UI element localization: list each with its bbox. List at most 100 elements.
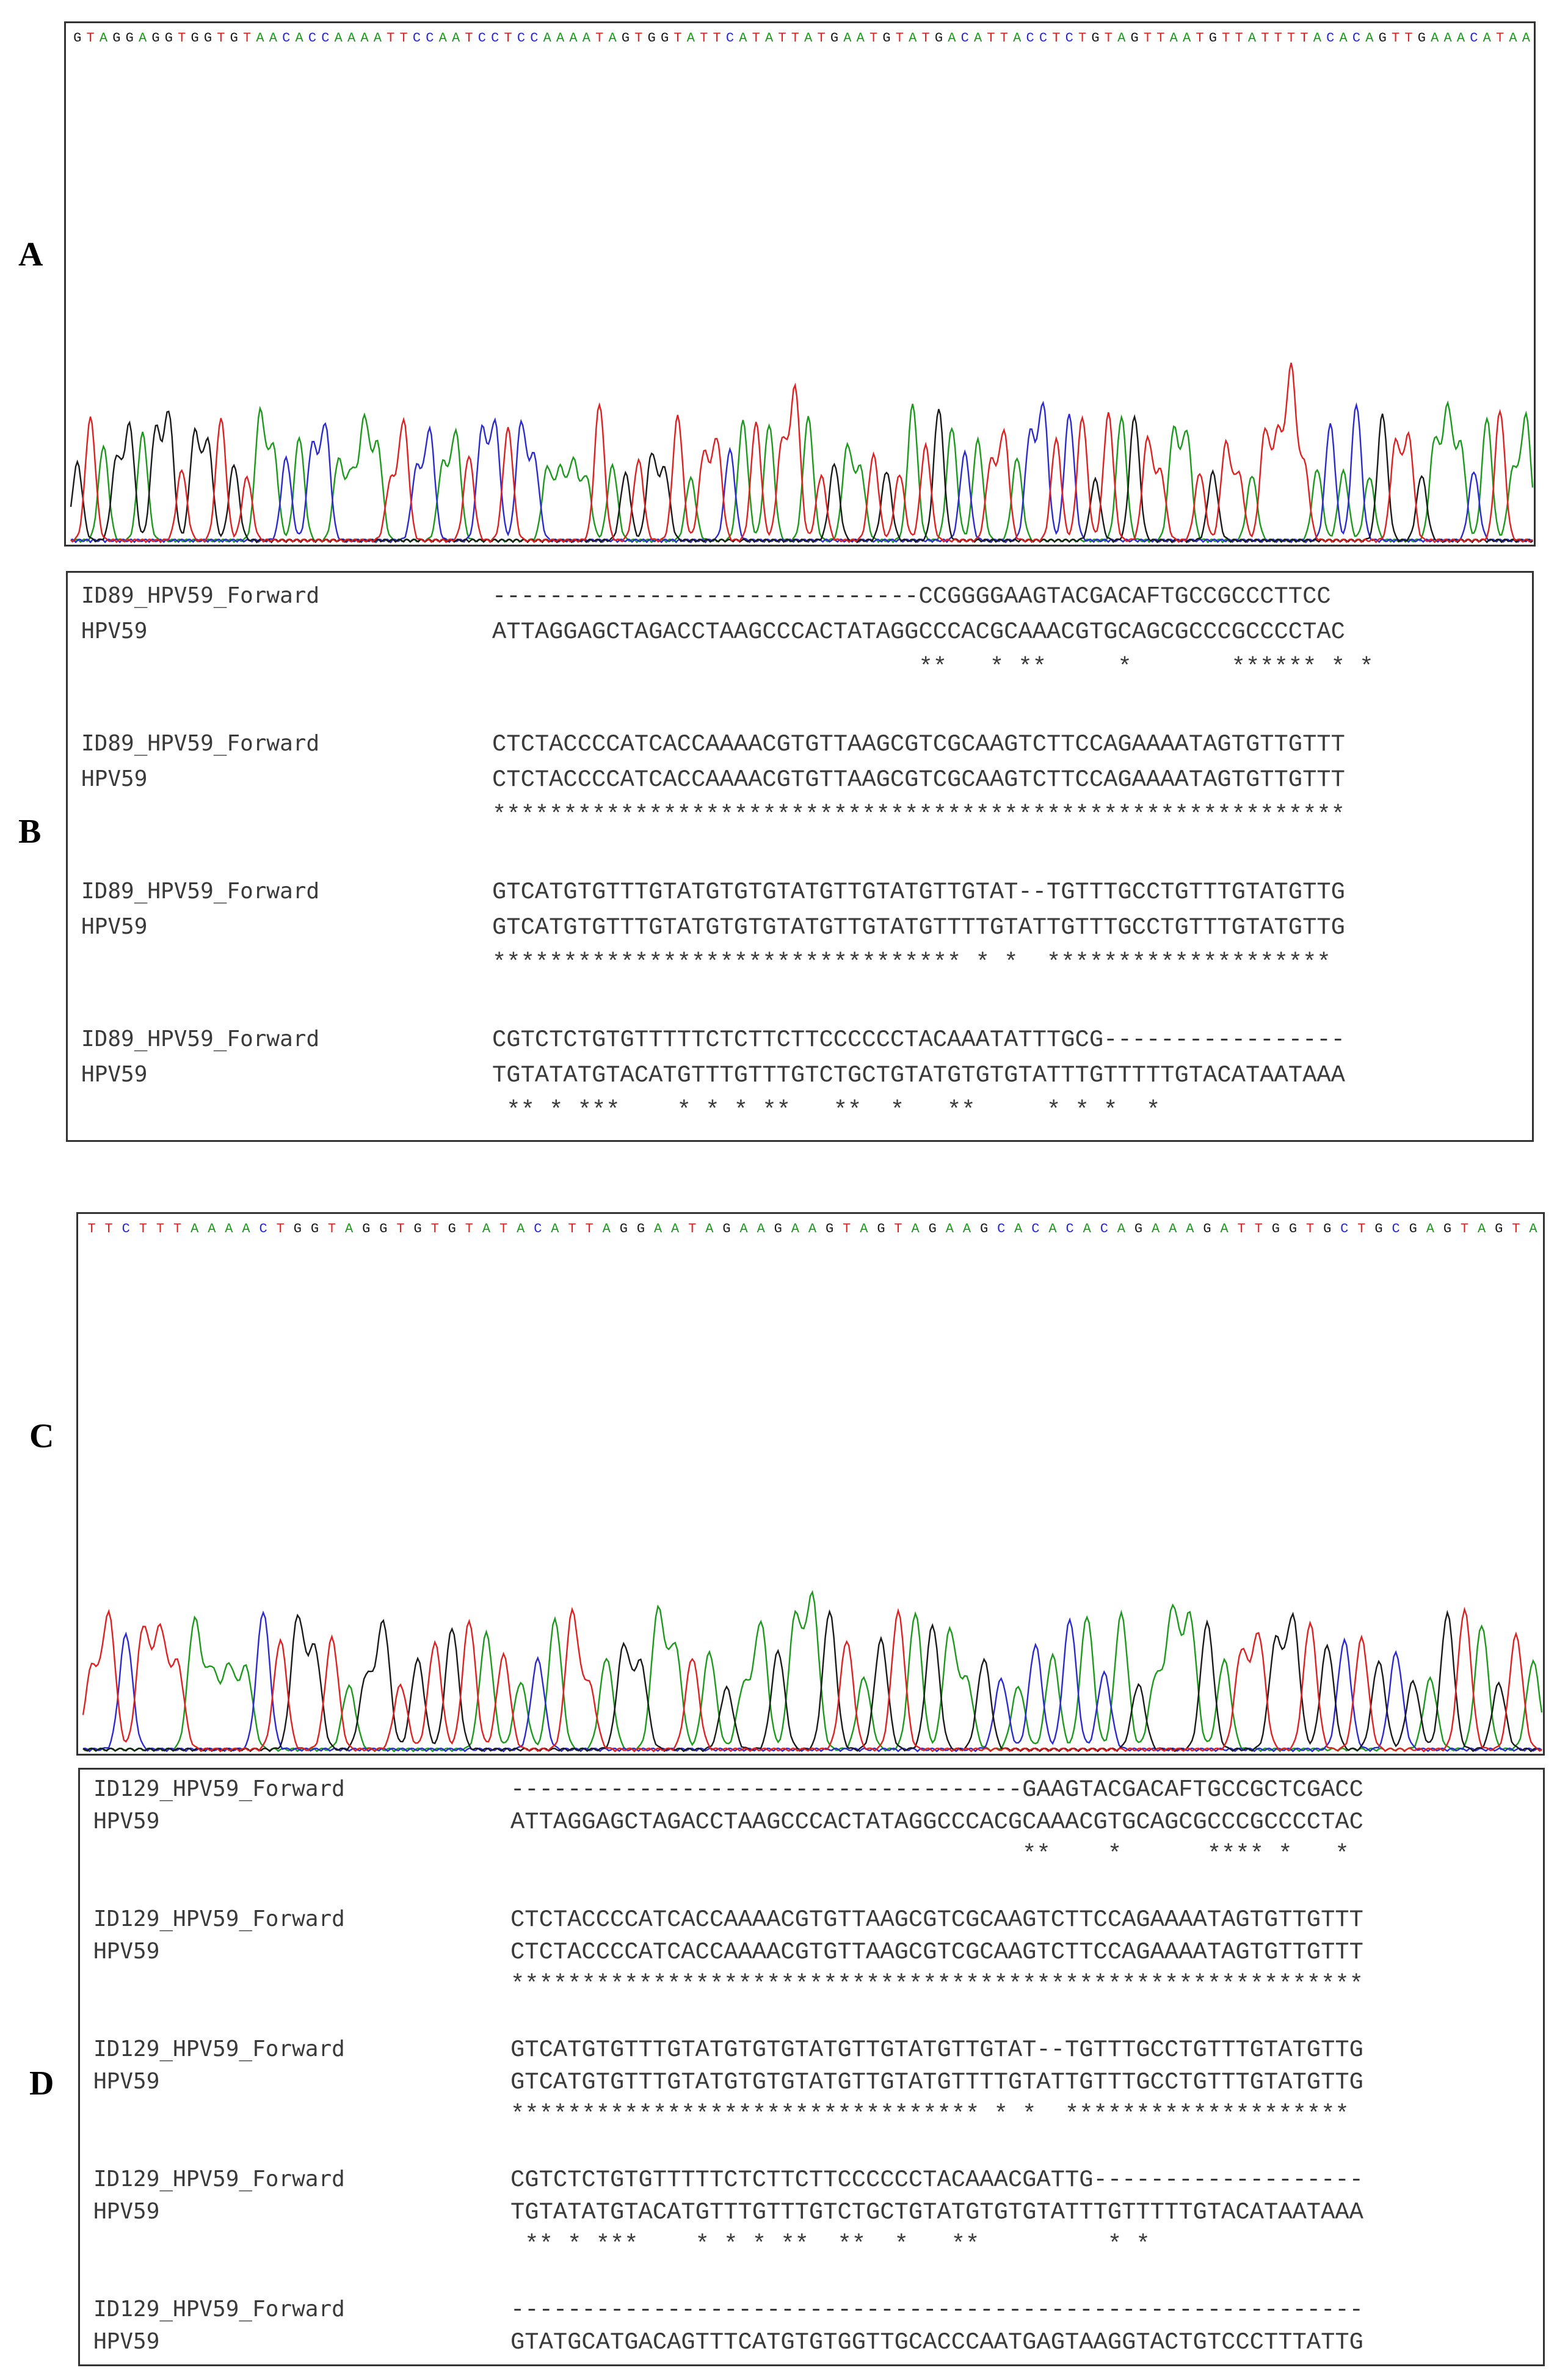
query-sequence: CGTCTCTGTGTTTTTCTCTTCTTCCCCCCTACAAACGATT…: [510, 2167, 1363, 2193]
base-call-letter: C: [997, 1221, 1005, 1237]
base-call-letter: T: [1105, 31, 1112, 46]
reference-sequence: GTCATGTGTTTGTATGTGTGTATGTTGTATGTTTTGTATT…: [510, 2069, 1363, 2096]
base-call-letter: G: [1495, 1221, 1503, 1237]
base-call-letter: G: [1323, 1221, 1331, 1237]
base-call-letter: A: [439, 31, 448, 46]
base-call-letter: T: [87, 1221, 95, 1237]
base-call-letter: A: [556, 31, 565, 46]
base-call-letter: A: [603, 1221, 611, 1237]
base-call-letter: T: [277, 1221, 285, 1237]
base-call-letter: T: [1196, 31, 1203, 46]
panel-label-b: B: [18, 813, 42, 851]
base-call-letter: A: [1483, 31, 1492, 46]
base-call-letter: A: [687, 31, 695, 46]
base-call-letter: A: [482, 1221, 491, 1237]
reference-name-label: HPV59: [93, 2199, 160, 2224]
base-call-letter: T: [243, 31, 251, 46]
trace-a: [82, 1589, 1543, 1753]
base-call-letter: G: [826, 1221, 833, 1237]
base-call-letter: T: [634, 31, 642, 46]
query-name-label: ID89_HPV59_Forward: [81, 583, 320, 608]
base-call-letter: A: [1183, 31, 1191, 46]
base-call-letter: A: [517, 1221, 525, 1237]
base-call-letter: G: [126, 31, 134, 46]
base-call-letter: T: [1235, 31, 1243, 46]
base-call-letter: C: [308, 31, 316, 46]
base-call-letter: T: [1238, 1221, 1246, 1237]
base-call-letter: A: [739, 1221, 748, 1237]
base-call-letter: A: [1152, 1221, 1160, 1237]
trace-g: [82, 1609, 1542, 1753]
base-call-letter: A: [804, 31, 813, 46]
base-call-letter: G: [622, 31, 630, 46]
base-call-letter: A: [1313, 31, 1322, 46]
conservation-line: ** * *** * * * ** ** * ** * * * *: [492, 1097, 1161, 1124]
base-call-letter: A: [946, 1221, 954, 1237]
reference-sequence: GTCATGTGTTTGTATGTGTGTATGTTGTATGTTTTGTATT…: [492, 914, 1345, 941]
conservation-line: ********************************* * * **…: [492, 950, 1331, 976]
base-call-letter: C: [122, 1221, 130, 1237]
reference-name-label: HPV59: [93, 1809, 160, 1834]
base-call-letter: G: [362, 1221, 370, 1237]
query-name-label: ID129_HPV59_Forward: [93, 2036, 345, 2062]
base-call-letter: A: [808, 1221, 817, 1237]
base-call-letter: C: [961, 31, 969, 46]
base-call-letter: C: [321, 31, 329, 46]
base-call-letter: G: [774, 1221, 782, 1237]
base-call-letter: G: [1289, 1221, 1297, 1237]
base-call-letter: G: [1272, 1221, 1280, 1237]
base-call-letter: A: [857, 31, 865, 46]
base-call-letter: T: [752, 31, 760, 46]
base-call-letter: G: [448, 1221, 456, 1237]
query-sequence: CGTCTCTGTGTTTTTCTCTTCTTCCCCCCTACAAATATTT…: [492, 1026, 1345, 1053]
base-call-letter: C: [426, 31, 434, 46]
base-call-letter: C: [1352, 31, 1360, 46]
base-call-letter: T: [1078, 31, 1086, 46]
reference-name-label: HPV59: [81, 1062, 148, 1087]
base-call-letter: T: [673, 31, 681, 46]
base-call-letter: A: [242, 1221, 250, 1237]
base-call-letter: A: [974, 31, 982, 46]
base-call-letter: T: [1404, 31, 1412, 46]
base-call-letter: G: [1374, 1221, 1382, 1237]
base-call-letter: C: [517, 31, 525, 46]
base-call-letter: A: [757, 1221, 766, 1237]
trace-c: [70, 401, 1533, 543]
query-name-label: ID129_HPV59_Forward: [93, 1906, 345, 1931]
base-call-letter: T: [328, 1221, 336, 1237]
base-call-letter: T: [217, 31, 225, 46]
reference-name-label: HPV59: [81, 766, 148, 791]
base-call-letter: T: [700, 31, 708, 46]
base-call-letter: C: [1392, 1221, 1399, 1237]
base-call-letter: A: [551, 1221, 559, 1237]
panel-label-c: C: [29, 1417, 54, 1455]
base-call-letter: T: [1496, 31, 1504, 46]
alignment-d: ID129_HPV59_Forward ---------------------…: [78, 1768, 1545, 2366]
base-call-letter: A: [452, 31, 460, 46]
base-call-letter: A: [1529, 1221, 1537, 1237]
base-call-letter: G: [722, 1221, 730, 1237]
base-call-letter: A: [1014, 1221, 1023, 1237]
base-call-letter: T: [1144, 31, 1152, 46]
trace-t: [82, 1607, 1542, 1753]
base-call-letter: A: [208, 1221, 216, 1237]
base-call-letter: T: [465, 31, 473, 46]
base-call-letter: T: [778, 31, 786, 46]
base-call-letter: A: [1220, 1221, 1229, 1237]
base-call-letter: A: [1365, 31, 1374, 46]
base-call-letter: A: [1117, 1221, 1126, 1237]
query-name-label: ID89_HPV59_Forward: [81, 879, 320, 904]
reference-sequence: GTATGCATGACAGTTTCATGTGTGGTTGCACCCAATGAGT…: [510, 2329, 1363, 2356]
base-call-letter: A: [948, 31, 956, 46]
base-call-letter: A: [345, 1221, 354, 1237]
base-call-letter: G: [311, 1221, 319, 1237]
reference-sequence: TGTATATGTACATGTTTGTTTGTCTGCTGTATGTGTGTAT…: [510, 2199, 1363, 2226]
base-call-letter: C: [491, 31, 499, 46]
base-call-letter: T: [987, 31, 995, 46]
base-call-letter: T: [399, 31, 407, 46]
base-call-letter: G: [935, 31, 943, 46]
base-call-letter: T: [791, 31, 799, 46]
base-call-letter: A: [1426, 1221, 1435, 1237]
base-call-letter: A: [269, 31, 278, 46]
